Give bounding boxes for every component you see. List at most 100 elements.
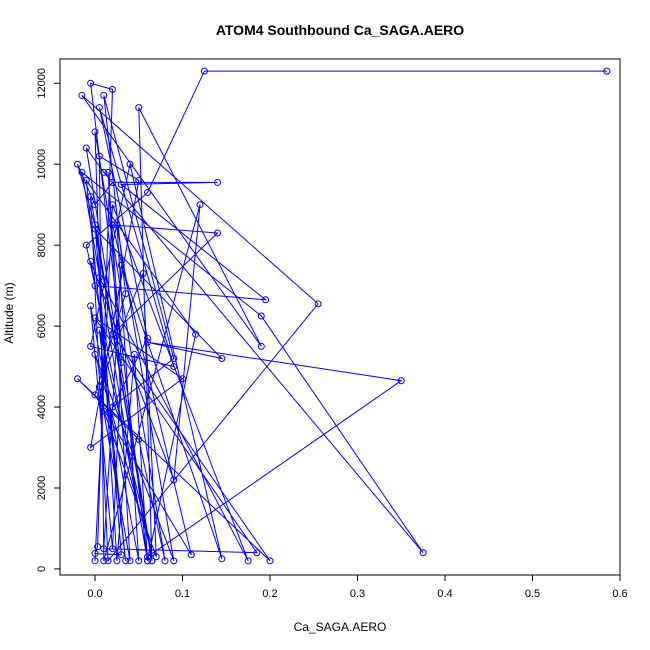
- data-point: [109, 178, 116, 186]
- y-tick-label: 6000: [36, 314, 48, 338]
- data-point: [87, 342, 95, 350]
- data-point: [117, 261, 125, 269]
- data-point: [104, 168, 112, 176]
- data-point: [78, 91, 86, 99]
- data-point: [91, 350, 99, 358]
- data-point: [91, 391, 99, 399]
- data-point: [95, 326, 103, 334]
- data-point: [91, 221, 99, 229]
- data-point: [87, 79, 95, 87]
- data-point: [91, 201, 99, 209]
- data-point: [214, 229, 221, 237]
- data-point: [82, 241, 90, 249]
- data-point: [144, 553, 151, 561]
- data-point: [100, 545, 108, 553]
- data-point: [253, 549, 261, 557]
- data-point: [104, 557, 112, 565]
- data-point: [95, 152, 103, 160]
- data-point: [109, 330, 116, 338]
- series-layer: [74, 67, 611, 565]
- data-point: [109, 403, 116, 411]
- data-point: [603, 67, 611, 75]
- data-point: [109, 85, 116, 93]
- data-point: [100, 407, 108, 415]
- data-point: [87, 444, 95, 452]
- data-point: [144, 189, 151, 197]
- data-point: [152, 553, 160, 561]
- data-point: [139, 269, 147, 277]
- plot-frame: [59, 58, 621, 576]
- data-point: [100, 168, 108, 176]
- data-point: [82, 144, 90, 152]
- data-point: [161, 557, 169, 565]
- data-point: [113, 557, 121, 565]
- data-point: [94, 543, 102, 551]
- x-tick-label: 0.4: [437, 588, 452, 600]
- y-tick-label: 2000: [36, 476, 48, 500]
- data-point: [87, 302, 95, 310]
- data-point: [135, 557, 143, 565]
- data-point: [144, 338, 151, 346]
- data-point: [148, 557, 156, 565]
- data-point: [117, 180, 125, 188]
- data-point: [179, 375, 186, 383]
- data-point: [262, 296, 270, 304]
- data-point: [257, 312, 265, 320]
- data-point: [91, 314, 99, 322]
- x-tick-label: 0.3: [350, 588, 365, 600]
- data-point: [314, 300, 322, 308]
- x-tick-label: 0.0: [87, 588, 102, 600]
- data-point: [170, 557, 178, 565]
- y-tick-label: 12000: [36, 68, 48, 99]
- data-point: [170, 363, 178, 371]
- data-point: [95, 383, 103, 391]
- y-tick-label: 8000: [36, 233, 48, 257]
- series-line: [77, 70, 607, 563]
- y-axis-label: Altitude (m): [2, 282, 16, 343]
- x-tick-label: 0.5: [525, 588, 540, 600]
- data-point: [170, 476, 178, 484]
- data-point: [122, 557, 130, 565]
- x-tick-label: 0.6: [612, 588, 627, 600]
- x-axis-label: Ca_SAGA.AERO: [294, 620, 387, 634]
- data-point: [91, 557, 99, 565]
- data-point: [126, 557, 134, 565]
- data-point: [144, 557, 151, 565]
- data-point: [100, 91, 108, 99]
- data-point: [117, 551, 125, 559]
- chart-title: ATOM4 Southbound Ca_SAGA.AERO: [216, 22, 464, 38]
- data-point: [218, 555, 226, 563]
- data-point: [257, 342, 265, 350]
- x-tick-label: 0.1: [175, 588, 190, 600]
- data-point: [91, 282, 99, 290]
- data-point: [91, 128, 99, 136]
- data-point: [91, 550, 99, 558]
- x-axis: 0.0 0.1 0.2 0.3 0.4 0.5 0.6: [87, 574, 628, 600]
- data-point: [397, 377, 405, 385]
- data-point: [148, 549, 156, 557]
- data-point: [135, 435, 143, 443]
- data-point: [419, 549, 427, 557]
- data-point: [170, 354, 178, 362]
- data-point: [214, 178, 221, 186]
- data-point: [87, 257, 95, 265]
- data-point: [135, 104, 143, 112]
- data-point: [130, 350, 138, 358]
- data-point: [192, 330, 200, 338]
- data-point: [109, 221, 116, 229]
- data-point: [91, 225, 99, 233]
- x-tick-label: 0.2: [262, 588, 277, 600]
- data-point: [218, 354, 226, 362]
- data-point: [266, 557, 274, 565]
- data-point: [144, 334, 151, 342]
- data-point: [78, 168, 86, 176]
- data-point: [135, 176, 143, 184]
- data-point: [74, 160, 81, 168]
- data-point: [109, 201, 116, 209]
- data-point: [95, 104, 103, 112]
- y-axis: 0 2000 4000 6000 8000 10000 12000: [36, 68, 61, 572]
- data-point: [187, 551, 195, 559]
- data-point: [122, 290, 130, 298]
- data-point: [244, 557, 252, 565]
- data-point: [117, 359, 125, 367]
